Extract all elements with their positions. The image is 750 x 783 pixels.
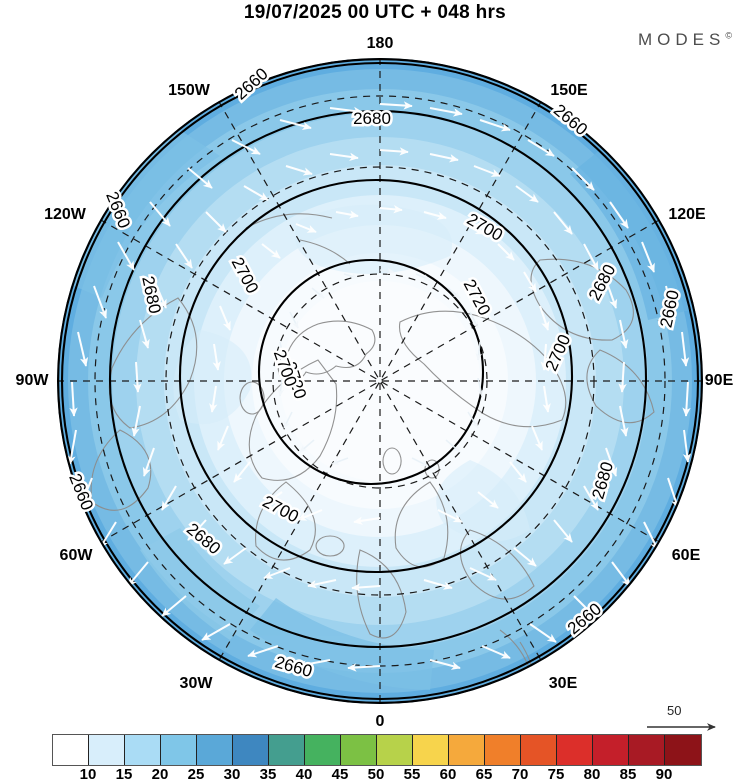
longitude-label-90e: 90E xyxy=(704,372,734,389)
height-contours xyxy=(60,61,700,701)
vector-reference-arrow xyxy=(647,723,716,731)
svg-text:2680: 2680 xyxy=(353,109,391,128)
longitude-label-150e: 150E xyxy=(550,82,588,99)
vector-reference-legend: 50 xyxy=(645,703,735,747)
longitude-label-30e: 30E xyxy=(548,675,578,692)
colorbar-tick-30: 30 xyxy=(223,766,241,783)
colorbar-tick-90: 90 xyxy=(655,766,673,783)
longitude-label-150w: 150W xyxy=(168,82,210,99)
colorbar-cell xyxy=(377,735,413,765)
colorbar-cell xyxy=(89,735,125,765)
copyright-mark: © xyxy=(725,30,732,41)
colorbar-cell xyxy=(161,735,197,765)
colorbar-cell xyxy=(593,735,629,765)
colorbar-cell xyxy=(233,735,269,765)
longitude-label-60w: 60W xyxy=(59,547,93,564)
colorbar-cells xyxy=(52,734,702,766)
colorbar-tick-70: 70 xyxy=(511,766,529,783)
colorbar-tick-25: 25 xyxy=(187,766,205,783)
brand-name: MODES xyxy=(638,30,726,49)
longitude-label-120e: 120E xyxy=(668,206,706,223)
longitude-label-180: 180 xyxy=(366,35,394,52)
longitude-label-90w: 90W xyxy=(15,372,49,389)
longitude-label-60e: 60E xyxy=(671,547,701,564)
longitude-label-0: 0 xyxy=(375,713,385,730)
colorbar-cell xyxy=(629,735,665,765)
shaded-wind-field xyxy=(57,58,703,704)
colorbar-cell xyxy=(197,735,233,765)
colorbar-tick-75: 75 xyxy=(547,766,565,783)
colorbar: 10 15 20 25 30 35 40 45 50 55 60 65 70 75 80 85 90 xyxy=(0,730,750,783)
polar-map: 2660 2660 2680 2680 2660 2660 2660 2660 2700 2700… xyxy=(0,30,750,731)
colorbar-tick-55: 55 xyxy=(403,766,421,783)
contour-label: 2680 xyxy=(353,109,391,128)
colorbar-cell xyxy=(485,735,521,765)
page-title: 19/07/2025 00 UTC + 048 hrs xyxy=(243,2,507,23)
longitude-label-120w: 120W xyxy=(44,206,86,223)
wind-vectors-inner xyxy=(277,267,484,467)
colorbar-tick-80: 80 xyxy=(583,766,601,783)
vector-reference-value: 50 xyxy=(667,703,682,718)
colorbar-tick-40: 40 xyxy=(295,766,313,783)
colorbar-cell xyxy=(341,735,377,765)
colorbar-tick-45: 45 xyxy=(331,766,349,783)
colorbar-tick-35: 35 xyxy=(259,766,277,783)
colorbar-tick-20: 20 xyxy=(151,766,169,783)
colorbar-cell xyxy=(521,735,557,765)
colorbar-cell xyxy=(269,735,305,765)
brand-logo: MODES© xyxy=(638,30,732,50)
colorbar-tick-50: 50 xyxy=(367,766,385,783)
colorbar-cell xyxy=(449,735,485,765)
colorbar-cell xyxy=(413,735,449,765)
colorbar-tick-10: 10 xyxy=(79,766,97,783)
colorbar-tick-15: 15 xyxy=(115,766,133,783)
longitude-label-30w: 30W xyxy=(179,675,213,692)
colorbar-cell xyxy=(665,735,701,765)
colorbar-tick-85: 85 xyxy=(619,766,637,783)
colorbar-tick-60: 60 xyxy=(439,766,457,783)
colorbar-cell xyxy=(53,735,89,765)
colorbar-cell xyxy=(125,735,161,765)
colorbar-cell xyxy=(557,735,593,765)
colorbar-tick-65: 65 xyxy=(475,766,493,783)
colorbar-cell xyxy=(305,735,341,765)
wind-vectors xyxy=(67,101,692,672)
